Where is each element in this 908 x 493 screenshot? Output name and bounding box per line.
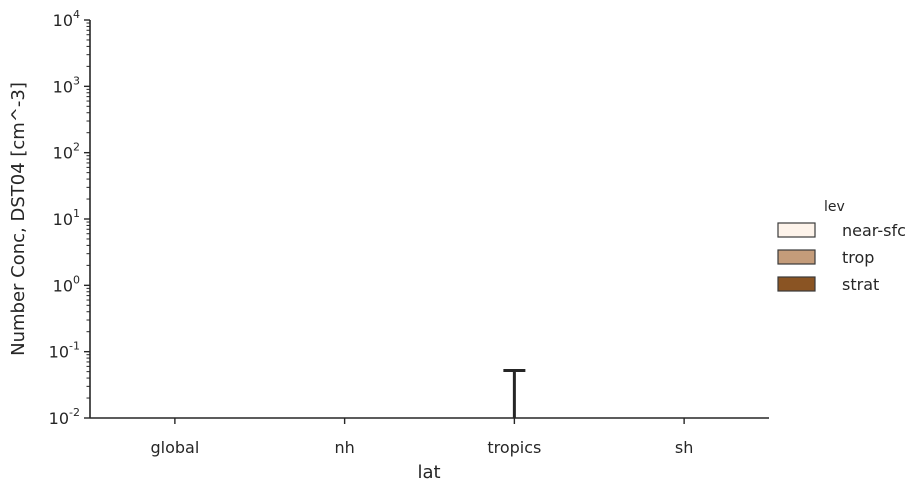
y-tick-label: 104 — [53, 8, 80, 30]
y-tick-label: 102 — [53, 141, 80, 163]
legend-swatch-strat — [777, 276, 816, 292]
legend-label-trop: trop — [842, 248, 874, 267]
y-tick-label: 10-1 — [49, 340, 80, 362]
x-tick-label-nh: nh — [334, 438, 354, 457]
x-axis-ticks: global nh tropics sh — [150, 418, 693, 457]
y-tick-label: 103 — [53, 74, 80, 96]
legend-label-strat: strat — [842, 275, 879, 294]
y-tick-label: 101 — [53, 207, 80, 229]
legend-entries: near-sfc trop strat — [777, 221, 906, 294]
x-tick-label-global: global — [150, 438, 199, 457]
error-bars — [503, 369, 526, 418]
legend-label-near-sfc: near-sfc — [842, 221, 906, 240]
y-tick-label: 10-2 — [49, 406, 80, 428]
x-tick-label-tropics: tropics — [487, 438, 541, 457]
legend-swatch-trop — [777, 249, 816, 265]
x-tick-label-sh: sh — [675, 438, 693, 457]
x-axis-label: lat — [417, 462, 440, 483]
y-tick-label: 100 — [53, 273, 80, 295]
y-axis-label: Number Conc, DST04 [cm^-3] — [8, 82, 29, 356]
legend: lev near-sfc trop strat — [777, 199, 906, 294]
legend-title: lev — [824, 199, 845, 215]
legend-swatch-near-sfc — [777, 222, 816, 238]
y-axis-ticks: 10-2 10-1 100 101 102 103 104 — [49, 8, 90, 428]
